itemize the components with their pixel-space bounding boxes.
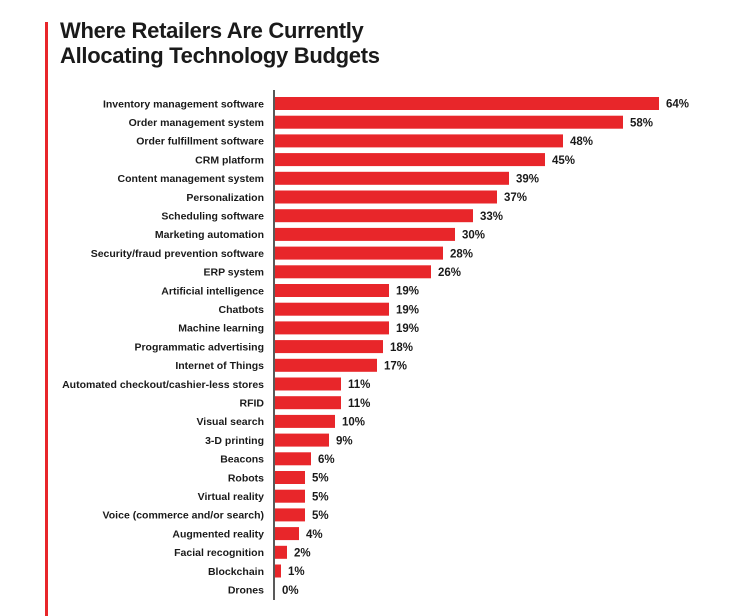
- category-label: RFID: [240, 398, 265, 410]
- bar: [275, 115, 623, 129]
- chart-title-line-1: Where Retailers Are Currently: [60, 18, 364, 43]
- accent-bar: [45, 22, 48, 616]
- value-label: 26%: [438, 267, 461, 279]
- value-label: 9%: [336, 435, 353, 447]
- bar: [275, 265, 431, 279]
- bar: [275, 508, 305, 522]
- category-label: Marketing automation: [155, 229, 264, 241]
- value-label: 39%: [516, 174, 539, 186]
- bar: [275, 545, 287, 559]
- bar: [275, 227, 455, 241]
- value-label: 2%: [294, 548, 311, 560]
- category-label: Automated checkout/cashier-less stores: [62, 379, 264, 391]
- category-label: CRM platform: [195, 154, 264, 166]
- bar: [275, 377, 341, 391]
- category-label: Order management system: [129, 117, 264, 129]
- value-label: 5%: [312, 510, 329, 522]
- category-label: Scheduling software: [161, 211, 264, 223]
- value-label: 37%: [504, 192, 527, 204]
- bar: [275, 433, 329, 447]
- bar: [275, 153, 545, 167]
- value-label: 45%: [552, 155, 575, 167]
- category-label: Beacons: [220, 454, 264, 466]
- chart-title: Where Retailers Are Currently Allocating…: [60, 18, 380, 68]
- bar: [275, 171, 509, 185]
- value-label: 11%: [348, 398, 370, 410]
- value-label: 18%: [390, 342, 413, 354]
- bar: [275, 134, 563, 148]
- bar: [275, 340, 383, 354]
- category-label: ERP system: [203, 267, 264, 279]
- category-label: Chatbots: [219, 304, 265, 316]
- category-label: Robots: [228, 472, 264, 484]
- value-label: 6%: [318, 454, 335, 466]
- category-label: Security/fraud prevention software: [91, 248, 264, 260]
- value-label: 33%: [480, 211, 503, 223]
- value-label: 19%: [396, 323, 419, 335]
- value-label: 64%: [666, 99, 689, 111]
- value-label: 4%: [306, 529, 323, 541]
- bar: [275, 358, 377, 372]
- bar: [275, 414, 335, 428]
- bar: [275, 396, 341, 410]
- value-label: 19%: [396, 304, 419, 316]
- value-label: 5%: [312, 491, 329, 503]
- bar: [275, 452, 311, 466]
- category-label: Inventory management software: [103, 98, 264, 110]
- category-label: Order fulfillment software: [136, 136, 264, 148]
- bar: [275, 564, 281, 578]
- bar: [275, 302, 389, 316]
- category-label: Visual search: [196, 416, 264, 428]
- bar: [275, 527, 299, 541]
- value-label: 1%: [288, 566, 305, 578]
- value-label: 30%: [462, 230, 485, 242]
- category-label: Blockchain: [208, 566, 264, 578]
- category-label: Internet of Things: [175, 360, 264, 372]
- category-label: Personalization: [186, 192, 264, 204]
- bar: [275, 489, 305, 503]
- bar: [275, 190, 497, 204]
- value-label: 28%: [450, 248, 473, 260]
- bar: [275, 471, 305, 484]
- value-label: 17%: [384, 361, 407, 373]
- category-label: Content management system: [118, 173, 264, 185]
- category-label: 3-D printing: [205, 435, 264, 447]
- value-label: 58%: [630, 117, 653, 129]
- value-label: 10%: [342, 417, 365, 429]
- category-label: Virtual reality: [198, 491, 264, 503]
- bar: [275, 209, 473, 223]
- bar: [275, 321, 389, 335]
- bar: [275, 284, 389, 297]
- category-label: Machine learning: [178, 323, 264, 335]
- category-label: Augmented reality: [172, 528, 264, 540]
- bar: [275, 97, 659, 110]
- value-label: 48%: [570, 136, 593, 148]
- value-label: 5%: [312, 473, 329, 485]
- bar: [275, 246, 443, 260]
- category-label: Drones: [228, 585, 264, 597]
- value-label: 19%: [396, 286, 419, 298]
- value-label: 11%: [348, 379, 370, 391]
- category-label: Voice (commerce and/or search): [103, 510, 264, 522]
- category-label: Programmatic advertising: [134, 341, 264, 353]
- value-label: 0%: [282, 585, 299, 597]
- category-label: Facial recognition: [174, 547, 264, 559]
- category-label: Artificial intelligence: [161, 285, 264, 297]
- chart-title-line-2: Allocating Technology Budgets: [60, 43, 380, 68]
